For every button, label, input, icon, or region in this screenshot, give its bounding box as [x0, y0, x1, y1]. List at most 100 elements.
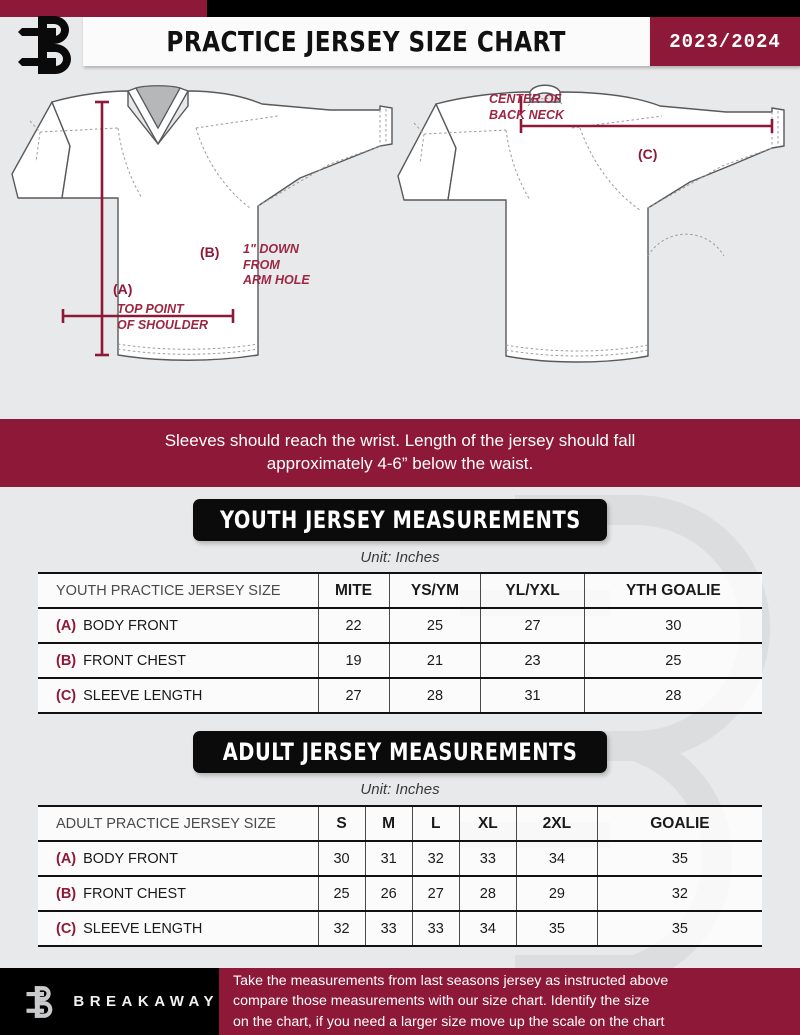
youth-table-header-row: YOUTH PRACTICE JERSEY SIZE MITE YS/YM YL… [38, 572, 762, 608]
youth-unit-label: Unit: Inches [360, 549, 440, 566]
adult-row-2-label: (C) SLEEVE LENGTH [38, 910, 319, 947]
table-row: (A) BODY FRONT 22 25 27 30 [38, 607, 762, 643]
youth-cell-2-1: 28 [389, 677, 482, 714]
adult-cell-2-0: 32 [318, 910, 366, 947]
table-row: (B) FRONT CHEST 19 21 23 25 [38, 642, 762, 678]
adult-cell-0-3: 33 [459, 840, 517, 876]
youth-measurements-table: YOUTH PRACTICE JERSEY SIZE MITE YS/YM YL… [38, 572, 762, 714]
youth-cell-0-0: 22 [318, 607, 390, 643]
adult-measurements-table: ADULT PRACTICE JERSEY SIZE S M L XL 2XL … [38, 805, 762, 947]
youth-section-title: YOUTH JERSEY MEASUREMENTS [193, 499, 607, 541]
youth-row-0-mark: (A) [56, 617, 77, 634]
breakaway-b-logo-icon [18, 16, 71, 74]
front-note-b: 1" DOWN FROM ARM HOLE [243, 242, 310, 288]
youth-cell-2-0: 27 [318, 677, 390, 714]
youth-cell-2-3: 28 [584, 677, 762, 714]
youth-row-0-label: (A) BODY FRONT [38, 607, 319, 643]
footer-line-1: Take the measurements from last seasons … [233, 972, 669, 989]
fit-note-banner: Sleeves should reach the wrist. Length o… [0, 419, 800, 487]
youth-col-header-0: YOUTH PRACTICE JERSEY SIZE [38, 572, 319, 608]
adult-cell-1-1: 26 [365, 875, 413, 911]
youth-row-0-text: BODY FRONT [83, 617, 178, 634]
adult-col-header-5: 2XL [516, 805, 598, 841]
fit-note-line-1: Sleeves should reach the wrist. Length o… [164, 431, 636, 451]
adult-row-0-text: BODY FRONT [83, 850, 178, 867]
back-note-neck: CENTER OF BACK NECK [489, 92, 564, 122]
youth-col-header-3: YL/YXL [480, 572, 585, 608]
footer-brand-name: BREAKAWAY [73, 993, 219, 1010]
table-row: (C) SLEEVE LENGTH 32 33 33 34 35 35 [38, 910, 762, 947]
adult-cell-1-4: 29 [516, 875, 598, 911]
youth-col-header-1: MITE [318, 572, 390, 608]
youth-section-title-label: YOUTH JERSEY MEASUREMENTS [219, 506, 581, 534]
adult-section-title-label: ADULT JERSEY MEASUREMENTS [222, 738, 578, 766]
youth-row-1-text: FRONT CHEST [83, 652, 186, 669]
page-title-box: PRACTICE JERSEY SIZE CHART [83, 17, 650, 66]
adult-col-header-2: M [365, 805, 413, 841]
fit-note-line-2: approximately 4-6” below the waist. [266, 454, 534, 473]
footer-brand-panel: BREAKAWAY [0, 968, 219, 1035]
adult-col-header-4: XL [459, 805, 517, 841]
youth-cell-0-2: 27 [480, 607, 585, 643]
youth-row-1-mark: (B) [56, 652, 77, 669]
back-jersey-illustration [397, 84, 785, 363]
adult-cell-2-4: 35 [516, 910, 598, 947]
adult-cell-0-2: 32 [412, 840, 460, 876]
top-strip-black [207, 0, 800, 17]
adult-col-header-3: L [412, 805, 460, 841]
adult-row-1-text: FRONT CHEST [83, 885, 186, 902]
adult-cell-1-2: 27 [412, 875, 460, 911]
season-badge: 2023/2024 [650, 17, 800, 66]
youth-col-header-2: YS/YM [389, 572, 482, 608]
adult-cell-2-2: 33 [412, 910, 460, 947]
adult-section-title: ADULT JERSEY MEASUREMENTS [193, 731, 607, 773]
footer-line-2: compare those measurements with our size… [233, 993, 650, 1010]
youth-cell-0-1: 25 [389, 607, 482, 643]
header-bar: PRACTICE JERSEY SIZE CHART 2023/2024 [0, 17, 800, 66]
youth-cell-0-3: 30 [584, 607, 762, 643]
adult-unit-label: Unit: Inches [360, 781, 440, 798]
jersey-diagrams: .jb { fill:#ffffff; stroke:#58595b; stro… [0, 66, 800, 419]
youth-cell-1-0: 19 [318, 642, 390, 678]
adult-col-header-1: S [318, 805, 366, 841]
adult-cell-2-1: 33 [365, 910, 413, 947]
table-row: (C) SLEEVE LENGTH 27 28 31 28 [38, 677, 762, 714]
adult-col-header-6: GOALIE [597, 805, 762, 841]
adult-cell-2-3: 34 [459, 910, 517, 947]
adult-row-1-label: (B) FRONT CHEST [38, 875, 319, 911]
adult-row-0-label: (A) BODY FRONT [38, 840, 319, 876]
adult-col-header-0: ADULT PRACTICE JERSEY SIZE [38, 805, 319, 841]
adult-row-2-mark: (C) [56, 920, 77, 937]
adult-row-1-mark: (B) [56, 885, 77, 902]
footer-breakaway-b-logo-icon [26, 985, 53, 1018]
front-note-a: TOP POINT OF SHOULDER [117, 302, 208, 332]
adult-cell-0-5: 35 [597, 840, 762, 876]
page-title: PRACTICE JERSEY SIZE CHART [166, 25, 567, 58]
front-label-a: (A) [113, 281, 133, 297]
top-strip-maroon [0, 0, 207, 17]
adult-cell-0-4: 34 [516, 840, 598, 876]
adult-cell-1-3: 28 [459, 875, 517, 911]
footer-line-3: on the chart, if you need a larger size … [233, 1013, 665, 1030]
adult-row-2-text: SLEEVE LENGTH [83, 920, 203, 937]
youth-col-header-4: YTH GOALIE [584, 572, 762, 608]
youth-row-2-label: (C) SLEEVE LENGTH [38, 677, 319, 714]
youth-row-2-mark: (C) [56, 687, 77, 704]
season-label: 2023/2024 [669, 30, 781, 53]
adult-row-0-mark: (A) [56, 850, 77, 867]
youth-cell-1-3: 25 [584, 642, 762, 678]
youth-row-2-text: SLEEVE LENGTH [83, 687, 203, 704]
table-row: (B) FRONT CHEST 25 26 27 28 29 32 [38, 875, 762, 911]
adult-cell-1-5: 32 [597, 875, 762, 911]
youth-cell-1-2: 23 [480, 642, 585, 678]
youth-row-1-label: (B) FRONT CHEST [38, 642, 319, 678]
jersey-diagram-svg: .jb { fill:#ffffff; stroke:#58595b; stro… [11, 84, 785, 363]
youth-cell-1-1: 21 [389, 642, 482, 678]
youth-cell-2-2: 31 [480, 677, 585, 714]
table-row: (A) BODY FRONT 30 31 32 33 34 35 [38, 840, 762, 876]
back-label-c: (C) [638, 146, 658, 162]
front-label-b: (B) [200, 244, 220, 260]
footer-instructions-panel: Take the measurements from last seasons … [219, 968, 800, 1035]
adult-cell-1-0: 25 [318, 875, 366, 911]
